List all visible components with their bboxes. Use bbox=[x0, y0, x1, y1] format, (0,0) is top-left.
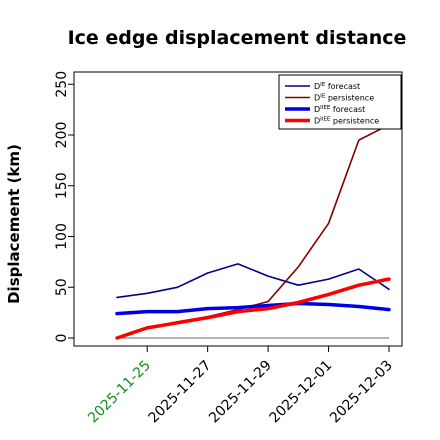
legend: DIE forecast DIE persistence DIIEE forecas… bbox=[278, 74, 402, 130]
series-line-3 bbox=[115, 277, 391, 340]
y-tick-label: 250 bbox=[54, 71, 70, 98]
y-tick-label: 200 bbox=[54, 122, 70, 149]
y-axis-label: Displacement (km) bbox=[5, 144, 23, 304]
x-tick-label: 2025-12-03 bbox=[327, 358, 396, 427]
x-tick-label: 2025-11-27 bbox=[146, 358, 215, 427]
legend-label: DIIEE forecast bbox=[314, 105, 365, 114]
series-line-2 bbox=[115, 301, 391, 316]
y-tick-label: 150 bbox=[54, 172, 70, 199]
plot-frame bbox=[73, 71, 403, 347]
y-tick-label: 100 bbox=[54, 223, 70, 250]
legend-label: DIE forecast bbox=[314, 82, 360, 91]
series-line-0 bbox=[116, 263, 390, 299]
y-tick-label: 50 bbox=[54, 278, 70, 296]
y-tick-label: 0 bbox=[54, 334, 70, 343]
legend-label: DIE persistence bbox=[314, 94, 374, 103]
x-tick-label: 2025-12-01 bbox=[267, 358, 336, 427]
x-tick-label: 2025-11-29 bbox=[206, 358, 275, 427]
x-tick-label: 2025-11-25 bbox=[85, 358, 154, 427]
plot-area: 0501001502002502025-11-252025-11-272025-… bbox=[54, 71, 403, 427]
legend-label: DIIEE persistence bbox=[314, 117, 379, 126]
chart-title: Ice edge displacement distance bbox=[68, 27, 407, 49]
